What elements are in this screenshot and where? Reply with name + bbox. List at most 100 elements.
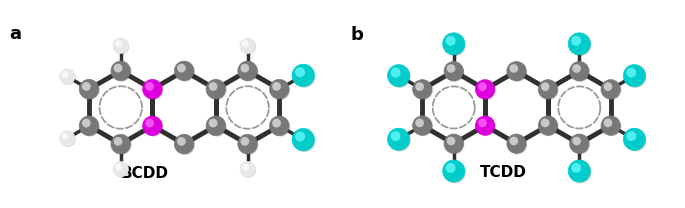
Circle shape bbox=[60, 70, 76, 85]
Circle shape bbox=[388, 129, 411, 151]
Circle shape bbox=[62, 133, 68, 140]
Circle shape bbox=[602, 117, 621, 136]
Circle shape bbox=[82, 119, 90, 128]
Circle shape bbox=[414, 117, 433, 136]
Circle shape bbox=[412, 80, 432, 99]
Circle shape bbox=[242, 40, 249, 47]
Circle shape bbox=[62, 71, 68, 78]
Text: BCDD: BCDD bbox=[121, 166, 169, 181]
Circle shape bbox=[115, 164, 122, 171]
Circle shape bbox=[539, 81, 558, 100]
Circle shape bbox=[206, 116, 225, 136]
Circle shape bbox=[388, 65, 410, 87]
Circle shape bbox=[175, 135, 195, 155]
Circle shape bbox=[444, 34, 466, 56]
Circle shape bbox=[144, 117, 163, 136]
Circle shape bbox=[476, 117, 496, 136]
Circle shape bbox=[175, 134, 194, 154]
Circle shape bbox=[240, 162, 256, 178]
Circle shape bbox=[572, 137, 581, 145]
Circle shape bbox=[478, 82, 487, 91]
Text: a: a bbox=[10, 25, 21, 43]
Circle shape bbox=[293, 130, 316, 152]
Circle shape bbox=[507, 134, 526, 153]
Circle shape bbox=[239, 135, 258, 155]
Circle shape bbox=[623, 128, 645, 150]
Circle shape bbox=[510, 137, 518, 145]
Circle shape bbox=[60, 131, 75, 146]
Circle shape bbox=[112, 135, 132, 155]
Circle shape bbox=[476, 81, 496, 100]
Circle shape bbox=[443, 160, 464, 182]
Circle shape bbox=[508, 135, 527, 154]
Circle shape bbox=[541, 119, 549, 127]
Circle shape bbox=[475, 116, 495, 135]
Circle shape bbox=[238, 61, 258, 81]
Circle shape bbox=[603, 82, 612, 91]
Circle shape bbox=[412, 116, 432, 135]
Circle shape bbox=[272, 119, 281, 128]
Circle shape bbox=[626, 68, 636, 78]
Circle shape bbox=[114, 162, 129, 178]
Circle shape bbox=[510, 64, 518, 73]
Circle shape bbox=[175, 62, 195, 82]
Circle shape bbox=[390, 68, 401, 78]
Circle shape bbox=[113, 38, 128, 53]
Circle shape bbox=[113, 162, 128, 177]
Circle shape bbox=[623, 65, 645, 87]
Circle shape bbox=[571, 163, 581, 173]
Circle shape bbox=[571, 36, 581, 46]
Circle shape bbox=[111, 134, 130, 154]
Text: b: b bbox=[351, 26, 364, 44]
Circle shape bbox=[240, 162, 256, 177]
Circle shape bbox=[293, 65, 316, 88]
Circle shape bbox=[114, 137, 123, 146]
Circle shape bbox=[569, 33, 590, 55]
Circle shape bbox=[240, 137, 249, 146]
Circle shape bbox=[447, 64, 456, 73]
Circle shape bbox=[177, 64, 186, 73]
Circle shape bbox=[271, 80, 290, 100]
Circle shape bbox=[538, 116, 558, 135]
Circle shape bbox=[475, 80, 495, 99]
Circle shape bbox=[271, 117, 290, 136]
Circle shape bbox=[446, 36, 456, 46]
Circle shape bbox=[80, 80, 100, 100]
Circle shape bbox=[541, 82, 549, 91]
Circle shape bbox=[60, 131, 76, 147]
Circle shape bbox=[571, 135, 590, 154]
Circle shape bbox=[569, 34, 591, 56]
Circle shape bbox=[603, 119, 612, 127]
Circle shape bbox=[209, 82, 218, 91]
Circle shape bbox=[207, 117, 227, 136]
Circle shape bbox=[269, 79, 289, 99]
Circle shape bbox=[538, 80, 558, 99]
Circle shape bbox=[60, 69, 75, 84]
Circle shape bbox=[569, 160, 590, 182]
Circle shape bbox=[444, 62, 463, 81]
Circle shape bbox=[390, 131, 401, 141]
Circle shape bbox=[292, 64, 314, 87]
Circle shape bbox=[206, 79, 225, 99]
Circle shape bbox=[602, 81, 621, 100]
Circle shape bbox=[445, 135, 464, 154]
Circle shape bbox=[240, 39, 256, 54]
Circle shape bbox=[114, 39, 129, 54]
Circle shape bbox=[114, 64, 123, 73]
Circle shape bbox=[446, 163, 456, 173]
Circle shape bbox=[144, 80, 163, 100]
Circle shape bbox=[572, 64, 581, 73]
Circle shape bbox=[415, 82, 424, 91]
Circle shape bbox=[111, 61, 130, 81]
Circle shape bbox=[601, 116, 621, 135]
Circle shape bbox=[601, 80, 621, 99]
Text: TCDD: TCDD bbox=[479, 165, 526, 180]
Circle shape bbox=[415, 119, 424, 127]
Circle shape bbox=[478, 119, 487, 127]
Circle shape bbox=[507, 62, 526, 81]
Circle shape bbox=[82, 82, 90, 91]
Circle shape bbox=[238, 134, 258, 154]
Circle shape bbox=[79, 116, 99, 136]
Circle shape bbox=[145, 82, 154, 91]
Circle shape bbox=[207, 80, 227, 100]
